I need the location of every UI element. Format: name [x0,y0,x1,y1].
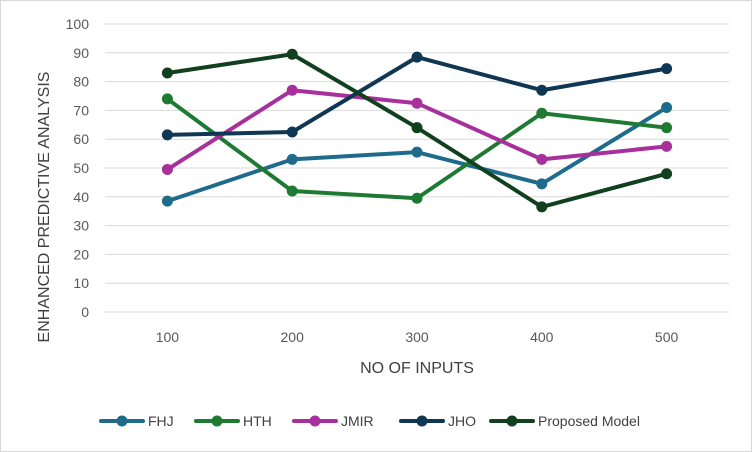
data-point-proposed-model [286,48,298,60]
series-jho [161,51,673,141]
y-tick-label: 60 [73,131,89,147]
data-point-jho [536,84,548,96]
x-tick-label: 100 [156,329,180,345]
legend-label: JMIR [341,413,374,429]
data-point-proposed-model [661,168,673,180]
data-point-jmir [411,97,423,109]
series-group [161,48,673,213]
data-point-jmir [661,140,673,152]
y-tick-label: 10 [73,275,89,291]
x-tick-label: 500 [655,329,679,345]
data-point-proposed-model [536,201,548,213]
data-point-hth [661,122,673,134]
legend-label: HTH [243,413,272,429]
x-axis-ticks: 100 200 300 400 500 [156,329,679,345]
data-point-fhj [536,178,548,190]
legend-item-jho: JHO [399,413,476,429]
data-point-jho [286,126,298,138]
legend-item-hth: HTH [194,413,272,429]
x-tick-label: 300 [405,329,429,345]
legend-label: FHJ [148,413,174,429]
series-proposed-model [161,48,673,213]
x-tick-label: 400 [530,329,554,345]
data-point-proposed-model [161,67,173,79]
y-axis-ticks: 0 10 20 30 40 50 60 70 80 90 100 [66,16,90,320]
legend-label: Proposed Model [538,413,640,429]
series-hth [161,93,673,204]
series-jmir [161,84,673,175]
data-point-fhj [411,146,423,158]
y-tick-label: 70 [73,102,89,118]
data-point-jho [161,129,173,141]
data-point-fhj [286,153,298,165]
legend-item-jmir: JMIR [292,413,374,429]
y-tick-label: 100 [66,16,90,32]
data-point-hth [536,107,548,119]
legend-item-fhj: FHJ [99,413,174,429]
data-point-fhj [161,195,173,207]
y-axis-title: ENHANCED PREDICTIVE ANALYSIS [36,72,53,343]
legend-marker-icon [309,415,321,427]
y-tick-label: 20 [73,246,89,262]
data-point-hth [161,93,173,105]
data-point-fhj [661,102,673,114]
y-tick-label: 0 [81,304,89,320]
x-tick-label: 200 [281,329,305,345]
series-fhj [161,102,673,207]
x-axis-title: NO OF INPUTS [360,360,474,377]
legend-marker-icon [416,415,428,427]
y-tick-label: 90 [73,45,89,61]
data-point-jho [661,63,673,75]
data-point-hth [411,192,423,204]
data-point-jho [411,51,423,63]
data-point-proposed-model [411,122,423,134]
data-point-jmir [286,84,298,96]
legend-marker-icon [116,415,128,427]
legend-marker-icon [211,415,223,427]
data-point-jmir [161,163,173,175]
legend-item-proposed-model: Proposed Model [489,413,640,429]
y-tick-label: 80 [73,74,89,90]
legend-label: JHO [448,413,476,429]
y-tick-label: 50 [73,160,89,176]
data-point-jmir [536,153,548,165]
data-point-hth [286,185,298,197]
y-tick-label: 30 [73,218,89,234]
legend-marker-icon [506,415,518,427]
y-tick-label: 40 [73,189,89,205]
legend: FHJ HTH JMIR JHO Proposed Model [99,413,640,429]
